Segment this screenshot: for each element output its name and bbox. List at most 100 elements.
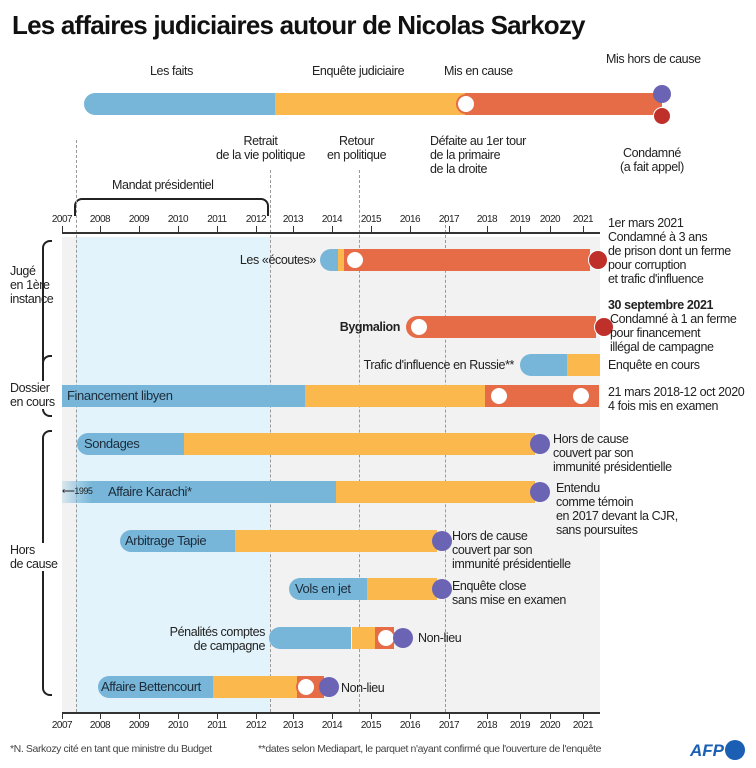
case-bar-faits [62, 385, 305, 407]
footnote-russie: **dates selon Mediapart, le parquet n'ay… [258, 743, 602, 755]
case-bar-enquete [234, 530, 438, 552]
case-label-bygmalion: Bygmalion [339, 320, 401, 334]
case-bar-faits [119, 530, 235, 552]
note-ecoutes-date: 1er mars 2021 [608, 216, 684, 230]
year-label: 2008 [89, 720, 111, 731]
year-tick [487, 712, 488, 719]
year-label: 2017 [438, 214, 460, 225]
year-tick [583, 226, 584, 233]
hors-de-cause-marker [530, 434, 550, 454]
case-bar-enquete [213, 676, 297, 698]
case-label-ecoutes: Les «écoutes» [239, 253, 317, 267]
hors-de-cause-marker [319, 677, 340, 697]
mandat-region [76, 237, 270, 712]
year-tick [520, 712, 521, 719]
event-dashed-line [445, 215, 447, 712]
case-bar-mis_en_cause [406, 316, 597, 338]
year-label: 2010 [167, 214, 189, 225]
group-hors-label: Hors de cause [10, 543, 58, 571]
note-bygmalion-date: 30 septembre 2021 [608, 298, 714, 312]
year-tick [293, 226, 294, 233]
case-bar-mis_en_cause [485, 385, 600, 407]
year-label: 2019 [509, 720, 531, 731]
case-bar-faits [77, 433, 184, 455]
page-title: Les affaires judiciaires autour de Nicol… [12, 10, 586, 40]
year-label: 2021 [572, 720, 594, 731]
year-label: 2007 [51, 720, 73, 731]
note-tapie: Hors de cause couvert par son immunité p… [452, 529, 571, 571]
case-label-bettencourt: Affaire Bettencourt [101, 679, 201, 694]
note-bettencourt: Non-lieu [341, 681, 385, 695]
condamne-marker [594, 317, 615, 337]
year-label: 2008 [89, 214, 111, 225]
year-tick [550, 712, 551, 719]
year-tick [178, 712, 179, 719]
year-label: 2016 [399, 214, 421, 225]
case-label-sondages: Sondages [84, 436, 140, 451]
year-label: 2019 [509, 214, 531, 225]
legend-condamne-circle [653, 107, 671, 125]
note-sondages: Hors de cause couvert par son immunité p… [553, 432, 672, 474]
year-label: 2014 [321, 720, 343, 731]
hors-de-cause-marker [393, 628, 414, 648]
year-label: 2014 [321, 214, 343, 225]
hors-de-cause-marker [432, 579, 453, 599]
legend-mis-en-cause-label: Mis en cause [444, 64, 513, 78]
year-tick [487, 226, 488, 233]
case-bar-enquete [337, 249, 344, 271]
mandat-bracket [74, 198, 269, 216]
year-label: 2018 [476, 214, 498, 225]
year-tick [583, 712, 584, 719]
year-tick [449, 712, 450, 719]
event-retour: Retour en politique [327, 134, 387, 162]
legend-hors-label: Mis hors de cause [606, 52, 701, 66]
legend-faits-label: Les faits [150, 64, 193, 78]
case-bar-enquete [351, 627, 375, 649]
condamne-marker [587, 250, 608, 270]
case-label-penalites: Pénalités comptes de campagne [169, 625, 266, 653]
year-label: 2011 [207, 720, 227, 731]
case-bar-faits [320, 249, 338, 271]
legend-open-circle [456, 94, 476, 114]
year-label: 2018 [476, 720, 498, 731]
year-label: 2021 [572, 214, 594, 225]
year-label: 2015 [360, 214, 382, 225]
case-label-karachi: Affaire Karachi* [108, 484, 192, 499]
year-label: 2016 [399, 720, 421, 731]
year-tick [256, 712, 257, 719]
year-label: 2015 [360, 720, 382, 731]
year-label: 2020 [539, 214, 561, 225]
case-label-vols: Vols en jet [295, 581, 351, 596]
afp-logo: AFP [690, 740, 745, 761]
year-tick [178, 226, 179, 233]
legend-enquete-bar [275, 93, 465, 115]
note-ecoutes: Condamné à 3 ans de prison dont un ferme… [608, 230, 731, 286]
year-label: 2009 [128, 720, 150, 731]
year-tick [62, 226, 63, 233]
case-bar-enquete [367, 578, 438, 600]
mis-en-cause-marker [344, 250, 365, 270]
legend-faits-bar [84, 93, 275, 115]
year-tick [410, 226, 411, 233]
karachi-start-year: 1995 [74, 486, 93, 496]
note-libyen: 21 mars 2018-12 oct 2020 4 fois mis en e… [608, 385, 745, 413]
year-tick [256, 226, 257, 233]
note-vols: Enquête close sans mise en examen [452, 579, 566, 607]
case-label-tapie: Arbitrage Tapie [125, 533, 207, 548]
footnote-karachi: *N. Sarkozy cité en tant que ministre du… [10, 743, 212, 755]
note-russie: Enquête en cours [608, 358, 700, 372]
year-tick [371, 226, 372, 233]
mis-en-cause-marker [488, 386, 509, 406]
legend-enquete-label: Enquête judiciaire [312, 64, 405, 78]
year-label: 2007 [51, 214, 73, 225]
year-tick [550, 226, 551, 233]
year-tick [217, 226, 218, 233]
event-dashed-line [76, 140, 78, 712]
note-penalites: Non-lieu [418, 631, 462, 645]
year-axis [62, 232, 600, 234]
hors-de-cause-marker [432, 531, 453, 551]
case-bar-enquete [335, 481, 535, 503]
year-tick [217, 712, 218, 719]
year-label: 2013 [282, 214, 304, 225]
year-tick [62, 712, 63, 719]
